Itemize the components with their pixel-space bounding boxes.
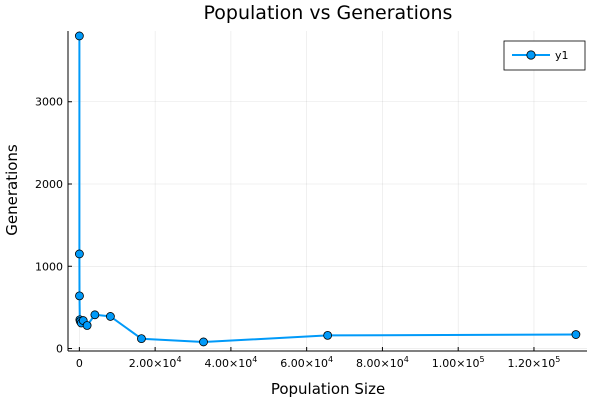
x-tick-label: 1.00×105 (432, 355, 485, 370)
y-tick-label: 1000 (35, 260, 63, 273)
ticks: 0 2.00×104 4.00×104 6.00×104 8.00×104 1.00×10… (35, 96, 560, 370)
data-point (137, 334, 146, 344)
y-tick-label: 2000 (35, 178, 63, 191)
x-tick-label: 2.00×104 (129, 355, 182, 370)
y-axis-label: Generations (3, 144, 21, 236)
data-point (75, 291, 84, 301)
y-tick-label: 3000 (35, 96, 63, 109)
y-tick-label: 0 (56, 343, 63, 356)
data-point (74, 249, 84, 259)
x-tick-label: 1.20×105 (508, 355, 561, 370)
data-point (571, 330, 581, 339)
data-point (105, 312, 115, 321)
series (74, 31, 581, 347)
x-tick-label: 4.00×104 (204, 355, 257, 370)
x-tick-label: 8.00×104 (356, 355, 409, 370)
legend-label: y1 (555, 49, 569, 62)
data-point (82, 321, 92, 330)
grid (68, 31, 587, 351)
legend: y1 (503, 40, 586, 71)
data-point (74, 31, 84, 41)
data-point (199, 337, 208, 347)
x-tick-label: 6.00×104 (280, 355, 333, 370)
chart-title: Population vs Generations (204, 2, 453, 24)
data-point (90, 310, 100, 320)
series-line (78, 35, 576, 343)
x-axis-label: Population Size (271, 380, 385, 398)
data-point (323, 330, 333, 340)
legend-marker (526, 50, 536, 60)
x-tick-label: 0 (76, 357, 83, 370)
axes (67, 31, 587, 352)
